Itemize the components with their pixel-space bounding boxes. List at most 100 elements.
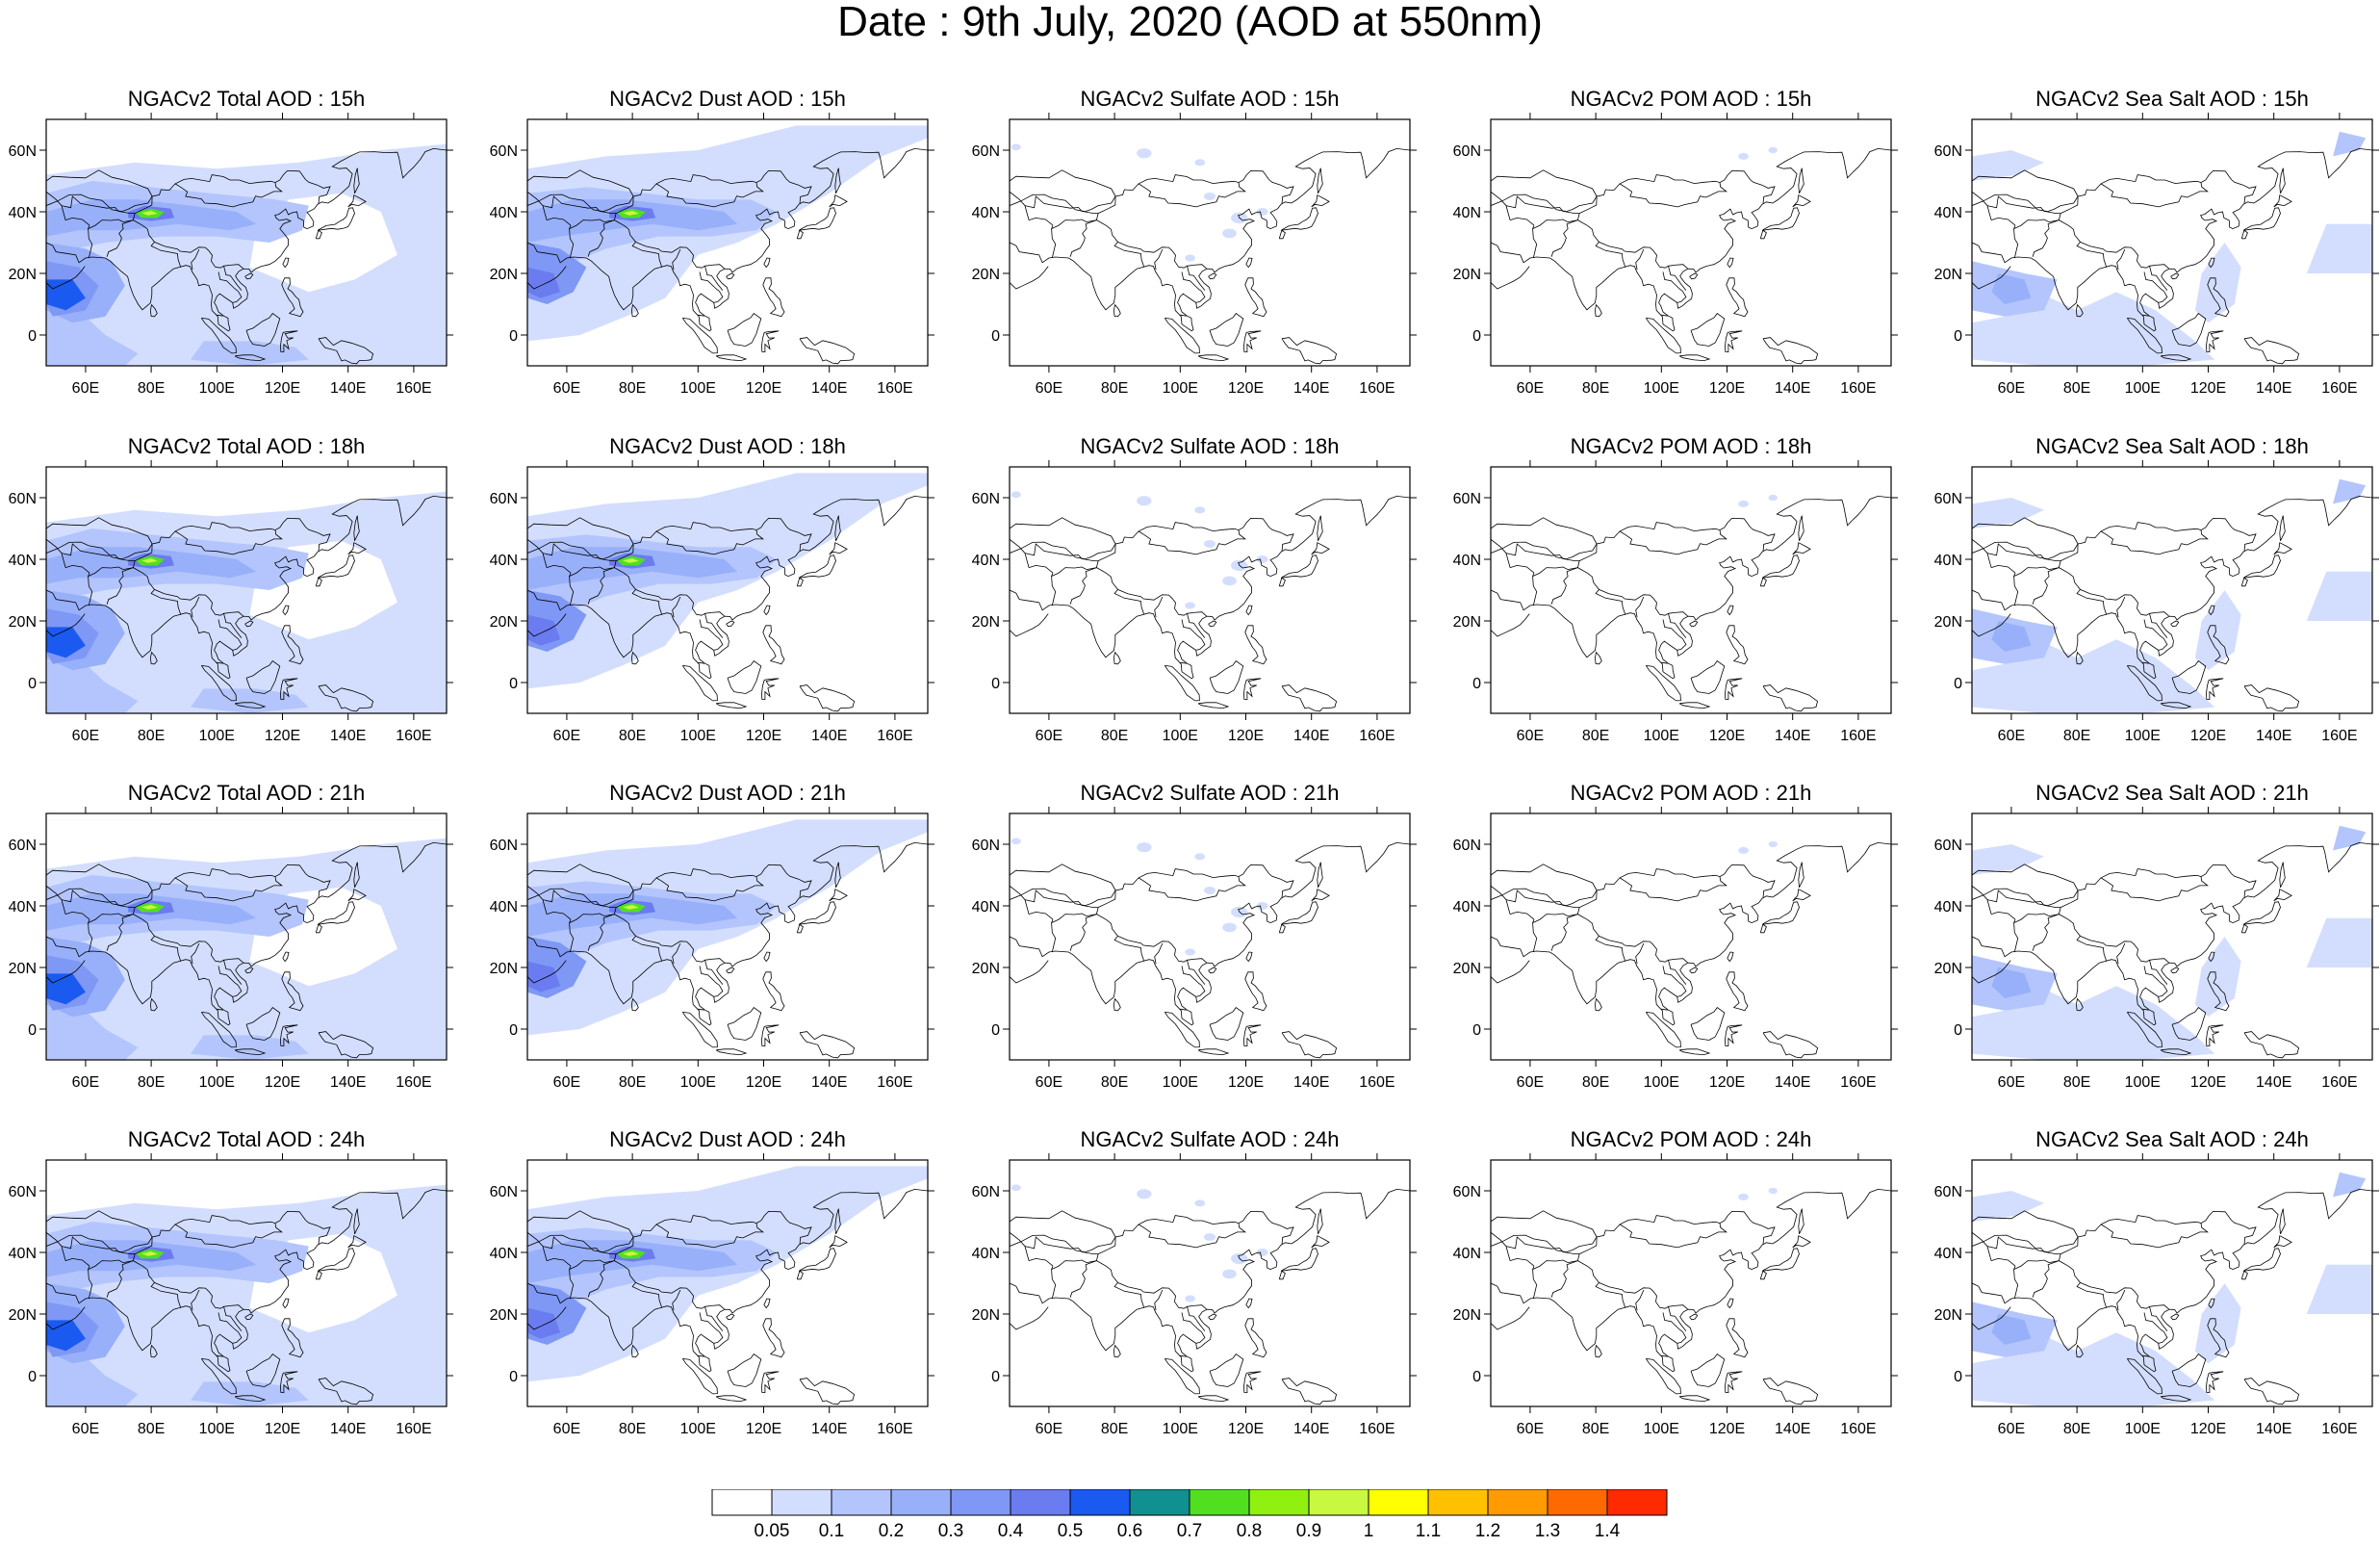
coastline [1550, 1260, 1688, 1310]
coastline [762, 1318, 785, 1358]
coastline [2032, 567, 2169, 617]
colorbar-swatch [1427, 1489, 1489, 1516]
lat-tick-label: 60N [9, 143, 37, 160]
aod-region [1972, 1191, 2044, 1222]
coastline [174, 529, 283, 555]
aod-region [1768, 1187, 1778, 1195]
coastline [1051, 224, 1057, 259]
coastline [1243, 678, 1262, 701]
lon-tick-label: 100E [2125, 380, 2161, 397]
panel-title: NGACv2 POM AOD : 24h [1570, 1127, 1812, 1151]
coastline [46, 1231, 66, 1261]
colorbar-swatch [711, 1489, 773, 1516]
coastline [2032, 219, 2169, 270]
lat-tick-label: 20N [490, 267, 518, 283]
coastline [704, 613, 724, 638]
coastline [2076, 936, 2108, 962]
lon-tick-label: 60E [1998, 1074, 2025, 1091]
coastline [796, 207, 836, 240]
aod-region [1738, 152, 1749, 160]
coastline [715, 702, 748, 709]
coastline [217, 661, 223, 664]
coastline [2206, 1024, 2224, 1047]
coastline [64, 1257, 90, 1267]
coastline [191, 942, 200, 965]
lat-tick-label: 20N [9, 267, 37, 283]
coastline [2149, 266, 2168, 291]
lon-tick-label: 60E [553, 1074, 580, 1091]
coastline [245, 660, 281, 694]
coastline [1281, 684, 1338, 712]
coastline [2208, 1298, 2215, 1309]
coastline [2170, 620, 2180, 628]
coastline [1726, 971, 1749, 1012]
coastline [150, 936, 182, 962]
aod-field [527, 819, 928, 1059]
coastline [2170, 967, 2180, 974]
coastline [2076, 303, 2084, 318]
coastline [1187, 960, 1206, 985]
coastline [1578, 517, 1776, 561]
coastline [1619, 529, 1727, 555]
coastline [569, 572, 575, 606]
lat-tick-label: 0 [509, 676, 518, 692]
aod-region [1972, 150, 2044, 181]
coastline [1662, 966, 1687, 997]
lon-tick-label: 120E [265, 1074, 300, 1091]
coastline [1051, 913, 1097, 923]
coastline [1010, 1210, 1116, 1253]
coastline [2243, 337, 2300, 365]
coastline [2279, 862, 2286, 888]
coastline [672, 248, 681, 271]
coastline [834, 862, 841, 888]
coastline [318, 337, 374, 365]
map-frame [1971, 118, 2373, 367]
lon-tick-label: 100E [1644, 1074, 1679, 1091]
coastline [2243, 684, 2300, 712]
lon-tick-label: 140E [1293, 728, 1329, 744]
coastline [829, 889, 848, 902]
coastline [761, 678, 780, 701]
coastline [1661, 1354, 1668, 1357]
coastline [2171, 1354, 2207, 1387]
coastline [1243, 330, 1262, 353]
coastline [1678, 354, 1711, 362]
lat-tick-label: 0 [28, 328, 37, 345]
colorbar-label: 0.3 [938, 1521, 963, 1541]
panel-title: NGACv2 Total AOD : 21h [127, 781, 366, 805]
coastline [681, 318, 718, 354]
colorbar-swatch [1189, 1489, 1250, 1516]
coastline [799, 1378, 856, 1405]
lat-tick-label: 20N [972, 961, 1000, 977]
aod-region [1991, 967, 2032, 998]
coastline [587, 1260, 725, 1310]
lon-tick-label: 80E [619, 1421, 646, 1437]
lon-tick-label: 100E [2125, 728, 2161, 744]
aod-region [1203, 193, 1216, 200]
coastline [829, 542, 848, 555]
aod-region [46, 1166, 447, 1406]
coastline [46, 960, 86, 984]
coastline [1762, 1031, 1819, 1059]
coastline [1986, 195, 2061, 220]
coastline [1661, 661, 1668, 664]
coastline [1051, 918, 1057, 953]
lon-tick-label: 80E [138, 728, 165, 744]
lon-tick-label: 120E [2190, 380, 2226, 397]
coastline [799, 1031, 856, 1059]
coastline [1028, 217, 1054, 226]
coastline [2160, 1048, 2192, 1056]
lon-tick-label: 140E [1293, 1421, 1329, 1437]
lon-tick-label: 60E [1517, 1421, 1544, 1437]
coastline [569, 918, 575, 953]
coastline [1725, 678, 1743, 701]
coastline [1097, 1210, 1294, 1254]
aod-map-pom: 60N 40N 20N 0 60E 80E 100E 120E 140E 160E [1453, 807, 1898, 1091]
coastline [2207, 625, 2230, 665]
lon-tick-label: 140E [1775, 728, 1810, 744]
lon-tick-label: 120E [746, 380, 781, 397]
coastline [64, 217, 90, 226]
panel-title: NGACv2 Sulfate AOD : 15h [1080, 87, 1340, 111]
coastline [2207, 277, 2230, 318]
coastline [46, 864, 153, 907]
